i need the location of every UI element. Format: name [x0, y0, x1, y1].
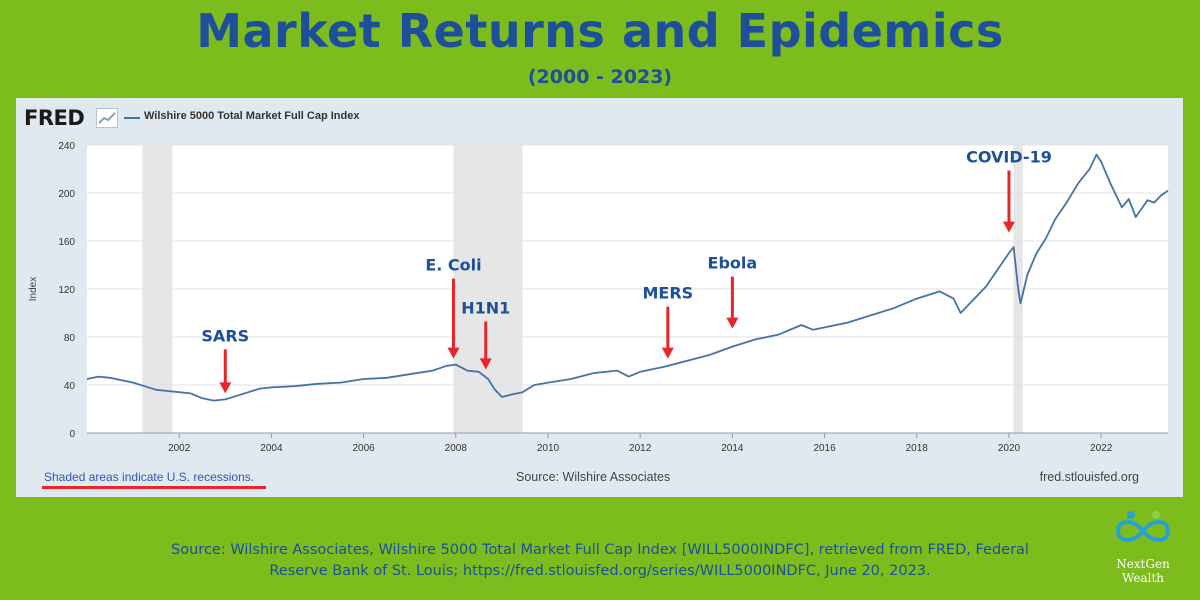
annotation-arrow-head — [661, 347, 674, 359]
annotation-arrow-head — [447, 347, 460, 359]
y-tick-label: 40 — [64, 381, 76, 392]
x-tick-label: 2012 — [629, 443, 652, 454]
source-credit-line-2: Reserve Bank of St. Louis; https://fred.… — [269, 563, 931, 579]
annotation-label: COVID-19 — [966, 148, 1052, 167]
y-tick-label: 240 — [58, 141, 75, 152]
page-title: Market Returns and Epidemics — [196, 4, 1004, 58]
y-tick-label: 200 — [58, 189, 75, 200]
annotation-label: H1N1 — [461, 298, 510, 317]
fred-chart-panel: FRED Wilshire 5000 Total Market Full Cap… — [16, 98, 1183, 497]
x-tick-label: 2016 — [813, 443, 836, 454]
x-tick-label: 2008 — [445, 443, 468, 454]
source-credit: Source: Wilshire Associates, Wilshire 50… — [100, 540, 1100, 582]
series-line — [86, 153, 1169, 402]
fred-mini-chart-icon — [96, 108, 118, 128]
nextgen-wealth-logo: NextGen Wealth — [1104, 505, 1182, 595]
y-tick-label: 120 — [58, 285, 75, 296]
legend-line-swatch — [124, 117, 140, 119]
x-tick-label: 2006 — [352, 443, 375, 454]
annotation-arrow-head — [479, 358, 492, 370]
source-credit-line-1: Source: Wilshire Associates, Wilshire 50… — [171, 542, 1029, 558]
annotation-arrow-head — [219, 382, 232, 394]
legend-label: Wilshire 5000 Total Market Full Cap Inde… — [144, 110, 360, 122]
fred-logo: FRED — [24, 106, 85, 130]
annotation-arrow-head — [726, 317, 739, 329]
annotation-label: Ebola — [708, 254, 758, 273]
x-tick-label: 2020 — [998, 443, 1021, 454]
recession-note[interactable]: Shaded areas indicate U.S. recessions. — [44, 470, 255, 484]
x-tick-label: 2004 — [260, 443, 283, 454]
x-tick-label: 2002 — [168, 443, 191, 454]
annotation-label: SARS — [201, 326, 249, 345]
brand-name: NextGen Wealth — [1104, 557, 1182, 585]
y-tick-label: 160 — [58, 237, 75, 248]
x-tick-label: 2018 — [906, 443, 929, 454]
infinity-logo-icon — [1115, 511, 1171, 542]
red-underline — [42, 486, 266, 489]
annotation-arrow-head — [1002, 221, 1015, 233]
y-tick-label: 80 — [64, 333, 76, 344]
brand-name-line-2: Wealth — [1122, 571, 1164, 585]
x-tick-label: 2014 — [721, 443, 744, 454]
fred-site-link[interactable]: fred.stlouisfed.org — [1039, 470, 1139, 484]
y-tick-label: 0 — [69, 429, 75, 440]
x-tick-label: 2010 — [537, 443, 560, 454]
line-chart: 0 40 80 120 160 200 240 2002 2004 2006 2008 2010 201… — [28, 141, 1169, 454]
annotation-label: MERS — [642, 284, 693, 303]
annotation-label: E. Coli — [425, 256, 481, 275]
y-axis-label: Index — [28, 277, 39, 301]
brand-name-line-1: NextGen — [1116, 557, 1170, 571]
page-subtitle: (2000 - 2023) — [527, 66, 673, 88]
fred-source: Source: Wilshire Associates — [516, 470, 671, 484]
x-tick-label: 2022 — [1090, 443, 1113, 454]
